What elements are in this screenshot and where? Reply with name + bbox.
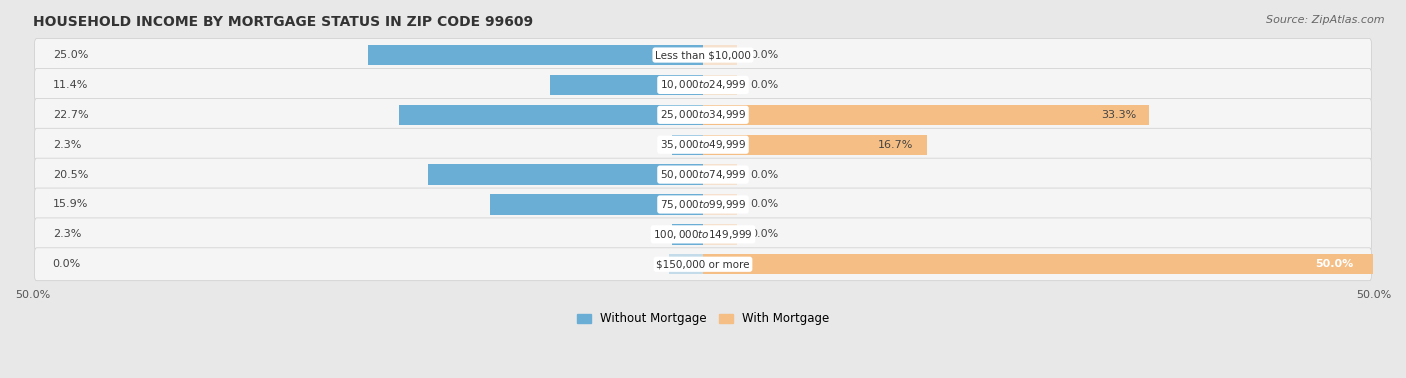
- FancyBboxPatch shape: [35, 68, 1371, 101]
- Bar: [703, 254, 1374, 274]
- FancyBboxPatch shape: [35, 98, 1371, 131]
- Text: $10,000 to $24,999: $10,000 to $24,999: [659, 78, 747, 91]
- Bar: [703, 45, 737, 65]
- Bar: [703, 105, 1150, 125]
- Bar: [399, 105, 703, 125]
- FancyBboxPatch shape: [35, 158, 1371, 191]
- Bar: [368, 45, 703, 65]
- Text: $75,000 to $99,999: $75,000 to $99,999: [659, 198, 747, 211]
- Text: 2.3%: 2.3%: [53, 229, 82, 239]
- Text: 2.3%: 2.3%: [53, 140, 82, 150]
- Text: 22.7%: 22.7%: [53, 110, 89, 120]
- Bar: [669, 254, 703, 274]
- Bar: [550, 75, 703, 95]
- Text: $25,000 to $34,999: $25,000 to $34,999: [659, 108, 747, 121]
- Text: 0.0%: 0.0%: [749, 50, 778, 60]
- Text: 33.3%: 33.3%: [1101, 110, 1136, 120]
- Bar: [672, 135, 703, 155]
- Text: 20.5%: 20.5%: [53, 170, 89, 180]
- FancyBboxPatch shape: [35, 188, 1371, 221]
- Text: 0.0%: 0.0%: [749, 170, 778, 180]
- Text: 50.0%: 50.0%: [1315, 259, 1353, 269]
- Bar: [703, 224, 737, 245]
- Text: $100,000 to $149,999: $100,000 to $149,999: [654, 228, 752, 241]
- Text: Source: ZipAtlas.com: Source: ZipAtlas.com: [1267, 15, 1385, 25]
- Text: HOUSEHOLD INCOME BY MORTGAGE STATUS IN ZIP CODE 99609: HOUSEHOLD INCOME BY MORTGAGE STATUS IN Z…: [32, 15, 533, 29]
- FancyBboxPatch shape: [35, 39, 1371, 71]
- Text: $35,000 to $49,999: $35,000 to $49,999: [659, 138, 747, 151]
- Bar: [703, 75, 737, 95]
- Bar: [703, 194, 737, 215]
- Text: 15.9%: 15.9%: [53, 200, 89, 209]
- FancyBboxPatch shape: [35, 128, 1371, 161]
- Text: 0.0%: 0.0%: [749, 80, 778, 90]
- Text: 0.0%: 0.0%: [53, 259, 82, 269]
- Bar: [489, 194, 703, 215]
- Text: $50,000 to $74,999: $50,000 to $74,999: [659, 168, 747, 181]
- Bar: [429, 164, 703, 185]
- FancyBboxPatch shape: [35, 248, 1371, 281]
- Bar: [703, 135, 927, 155]
- Bar: [703, 164, 737, 185]
- Text: 0.0%: 0.0%: [749, 229, 778, 239]
- Text: Less than $10,000: Less than $10,000: [655, 50, 751, 60]
- Text: 0.0%: 0.0%: [749, 200, 778, 209]
- Text: 11.4%: 11.4%: [53, 80, 89, 90]
- Bar: [672, 224, 703, 245]
- Text: 16.7%: 16.7%: [879, 140, 914, 150]
- Text: $150,000 or more: $150,000 or more: [657, 259, 749, 269]
- FancyBboxPatch shape: [35, 218, 1371, 251]
- Legend: Without Mortgage, With Mortgage: Without Mortgage, With Mortgage: [572, 308, 834, 330]
- Text: 25.0%: 25.0%: [53, 50, 89, 60]
